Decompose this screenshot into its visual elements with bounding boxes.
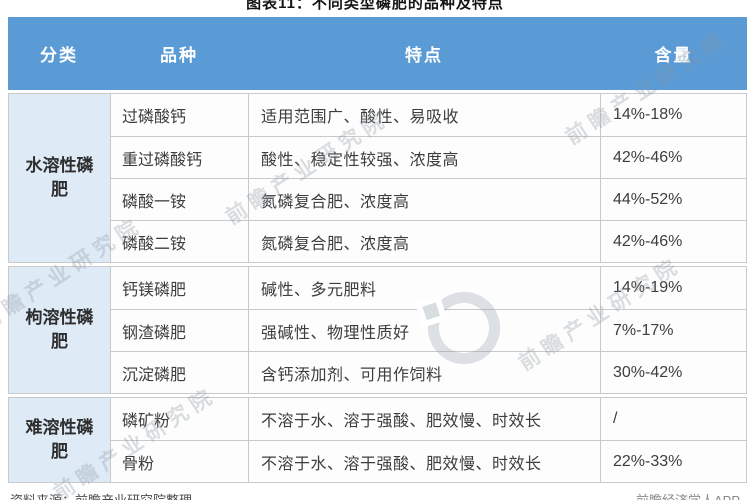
content-cell: 14%-18% (600, 94, 746, 136)
group-rows: 钙镁磷肥 碱性、多元肥料 14%-19% 钢渣磷肥 强碱性、物理性质好 7%-1… (111, 267, 746, 393)
category-cell-label: 水溶性磷肥 (9, 94, 111, 262)
content-cell: 42%-46% (600, 221, 746, 262)
variety-cell: 钙镁磷肥 (122, 282, 187, 299)
table-row: 过磷酸钙 适用范围广、酸性、易吸收 14%-18% (111, 94, 746, 136)
feature-cell: 酸性、稳定性较强、浓度高 (248, 137, 600, 178)
content-cell: 7%-17% (600, 310, 746, 351)
table-header-row: 分类 品种 特点 含量 (8, 17, 747, 90)
group-rows: 磷矿粉 不溶于水、溶于强酸、肥效慢、时效长 / 骨粉 不溶于水、溶于强酸、肥效慢… (111, 398, 746, 482)
header-variety: 品种 (160, 46, 198, 65)
group-rows: 过磷酸钙 适用范围广、酸性、易吸收 14%-18% 重过磷酸钙 酸性、稳定性较强… (111, 94, 746, 262)
content-cell: 22%-33% (600, 441, 746, 482)
content-cell: 44%-52% (600, 179, 746, 220)
content-cell: 42%-46% (600, 137, 746, 178)
table-row: 钙镁磷肥 碱性、多元肥料 14%-19% (111, 267, 746, 309)
category-cell-label: 枸溶性磷肥 (9, 267, 111, 393)
table-row: 重过磷酸钙 酸性、稳定性较强、浓度高 42%-46% (111, 136, 746, 178)
content-cell: 14%-19% (600, 267, 746, 309)
variety-cell: 过磷酸钙 (122, 109, 187, 126)
category-cell-label: 难溶性磷肥 (9, 398, 111, 482)
variety-cell: 沉淀磷肥 (122, 366, 187, 384)
feature-cell: 不溶于水、溶于强酸、肥效慢、时效长 (248, 398, 600, 440)
table-row: 磷矿粉 不溶于水、溶于强酸、肥效慢、时效长 / (111, 398, 746, 440)
table-row: 骨粉 不溶于水、溶于强酸、肥效慢、时效长 22%-33% (111, 440, 746, 482)
variety-cell: 磷矿粉 (122, 413, 171, 430)
variety-cell: 磷酸一铵 (122, 193, 187, 211)
table-row: 磷酸一铵 氮磷复合肥、浓度高 44%-52% (111, 178, 746, 220)
figure-title: 图表11：不同类型磷肥的品种及特点 (246, 0, 504, 12)
feature-cell: 含钙添加剂、可用作饲料 (248, 352, 600, 393)
category-group: 枸溶性磷肥 钙镁磷肥 碱性、多元肥料 14%-19% 钢渣磷肥 强碱性、物理性质… (8, 266, 747, 394)
content-cell: 30%-42% (600, 352, 746, 393)
feature-cell: 碱性、多元肥料 (248, 267, 600, 309)
feature-cell: 强碱性、物理性质好 (248, 310, 600, 351)
variety-cell: 骨粉 (122, 455, 155, 473)
table-row: 磷酸二铵 氮磷复合肥、浓度高 42%-46% (111, 220, 746, 262)
content-cell: / (600, 398, 746, 440)
table-row: 沉淀磷肥 含钙添加剂、可用作饲料 30%-42% (111, 351, 746, 393)
variety-cell: 钢渣磷肥 (122, 324, 187, 342)
variety-cell: 磷酸二铵 (122, 235, 187, 253)
brand-note: 前瞻经济学人APP (636, 490, 740, 500)
table-row: 钢渣磷肥 强碱性、物理性质好 7%-17% (111, 309, 746, 351)
feature-cell: 不溶于水、溶于强酸、肥效慢、时效长 (248, 441, 600, 482)
header-category: 分类 (40, 46, 78, 65)
category-group: 水溶性磷肥 过磷酸钙 适用范围广、酸性、易吸收 14%-18% 重过磷酸钙 酸性… (8, 93, 747, 263)
table-body: 水溶性磷肥 过磷酸钙 适用范围广、酸性、易吸收 14%-18% 重过磷酸钙 酸性… (8, 93, 747, 483)
header-features: 特点 (405, 46, 443, 65)
feature-cell: 适用范围广、酸性、易吸收 (248, 94, 600, 136)
source-note: 资料来源：前瞻产业研究院整理 (10, 490, 192, 500)
variety-cell: 重过磷酸钙 (122, 151, 203, 169)
category-group: 难溶性磷肥 磷矿粉 不溶于水、溶于强酸、肥效慢、时效长 / 骨粉 不溶于水、溶于… (8, 397, 747, 483)
feature-cell: 氮磷复合肥、浓度高 (248, 179, 600, 220)
feature-cell: 氮磷复合肥、浓度高 (248, 221, 600, 262)
header-content: 含量 (654, 46, 693, 65)
fertilizer-table: 分类 品种 特点 含量 水溶性磷肥 过磷酸钙 适用范围广、酸性、易吸收 14%-… (8, 17, 747, 486)
